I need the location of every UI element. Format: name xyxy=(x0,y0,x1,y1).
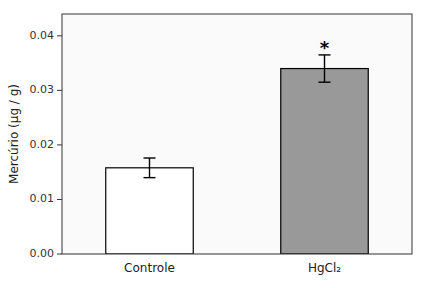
y-tick-label: 0.03 xyxy=(30,83,55,96)
chart-svg: 0.00 0.01 0.02 0.03 0.04 Mercúrio (μg / g) Con… xyxy=(0,0,426,288)
y-tick xyxy=(57,254,62,255)
x-tick-label: Controle xyxy=(124,261,175,275)
error-bar xyxy=(319,55,331,82)
y-tick xyxy=(57,144,62,145)
error-bar xyxy=(144,158,156,178)
annotation: * xyxy=(320,37,330,58)
error-bar-cap xyxy=(144,157,156,158)
y-axis: 0.00 0.01 0.02 0.03 0.04 xyxy=(30,29,63,260)
y-tick xyxy=(57,90,62,91)
y-tick xyxy=(57,199,62,200)
y-tick-label: 0.04 xyxy=(30,29,55,42)
y-tick-label: 0.02 xyxy=(30,138,55,151)
y-tick xyxy=(57,35,62,36)
error-bar-cap xyxy=(144,177,156,178)
error-bar-cap xyxy=(319,81,331,82)
bar xyxy=(106,168,194,254)
y-tick-label: 0.00 xyxy=(30,247,55,260)
chart-container: 0.00 0.01 0.02 0.03 0.04 Mercúrio (μg / g) Con… xyxy=(0,0,426,288)
plot-background xyxy=(62,14,412,254)
error-bar-stem xyxy=(324,55,325,82)
y-tick-label: 0.01 xyxy=(30,192,55,205)
bar xyxy=(281,69,369,254)
plot-frame xyxy=(62,14,412,254)
x-axis: Controle HgCl₂ xyxy=(124,261,341,275)
marks xyxy=(106,55,369,254)
x-tick-label: HgCl₂ xyxy=(308,261,341,275)
y-axis-label: Mercúrio (μg / g) xyxy=(7,84,21,184)
page: {"chart_data": {"type": "bar", "categori… xyxy=(0,0,426,288)
error-bar-stem xyxy=(149,158,150,178)
